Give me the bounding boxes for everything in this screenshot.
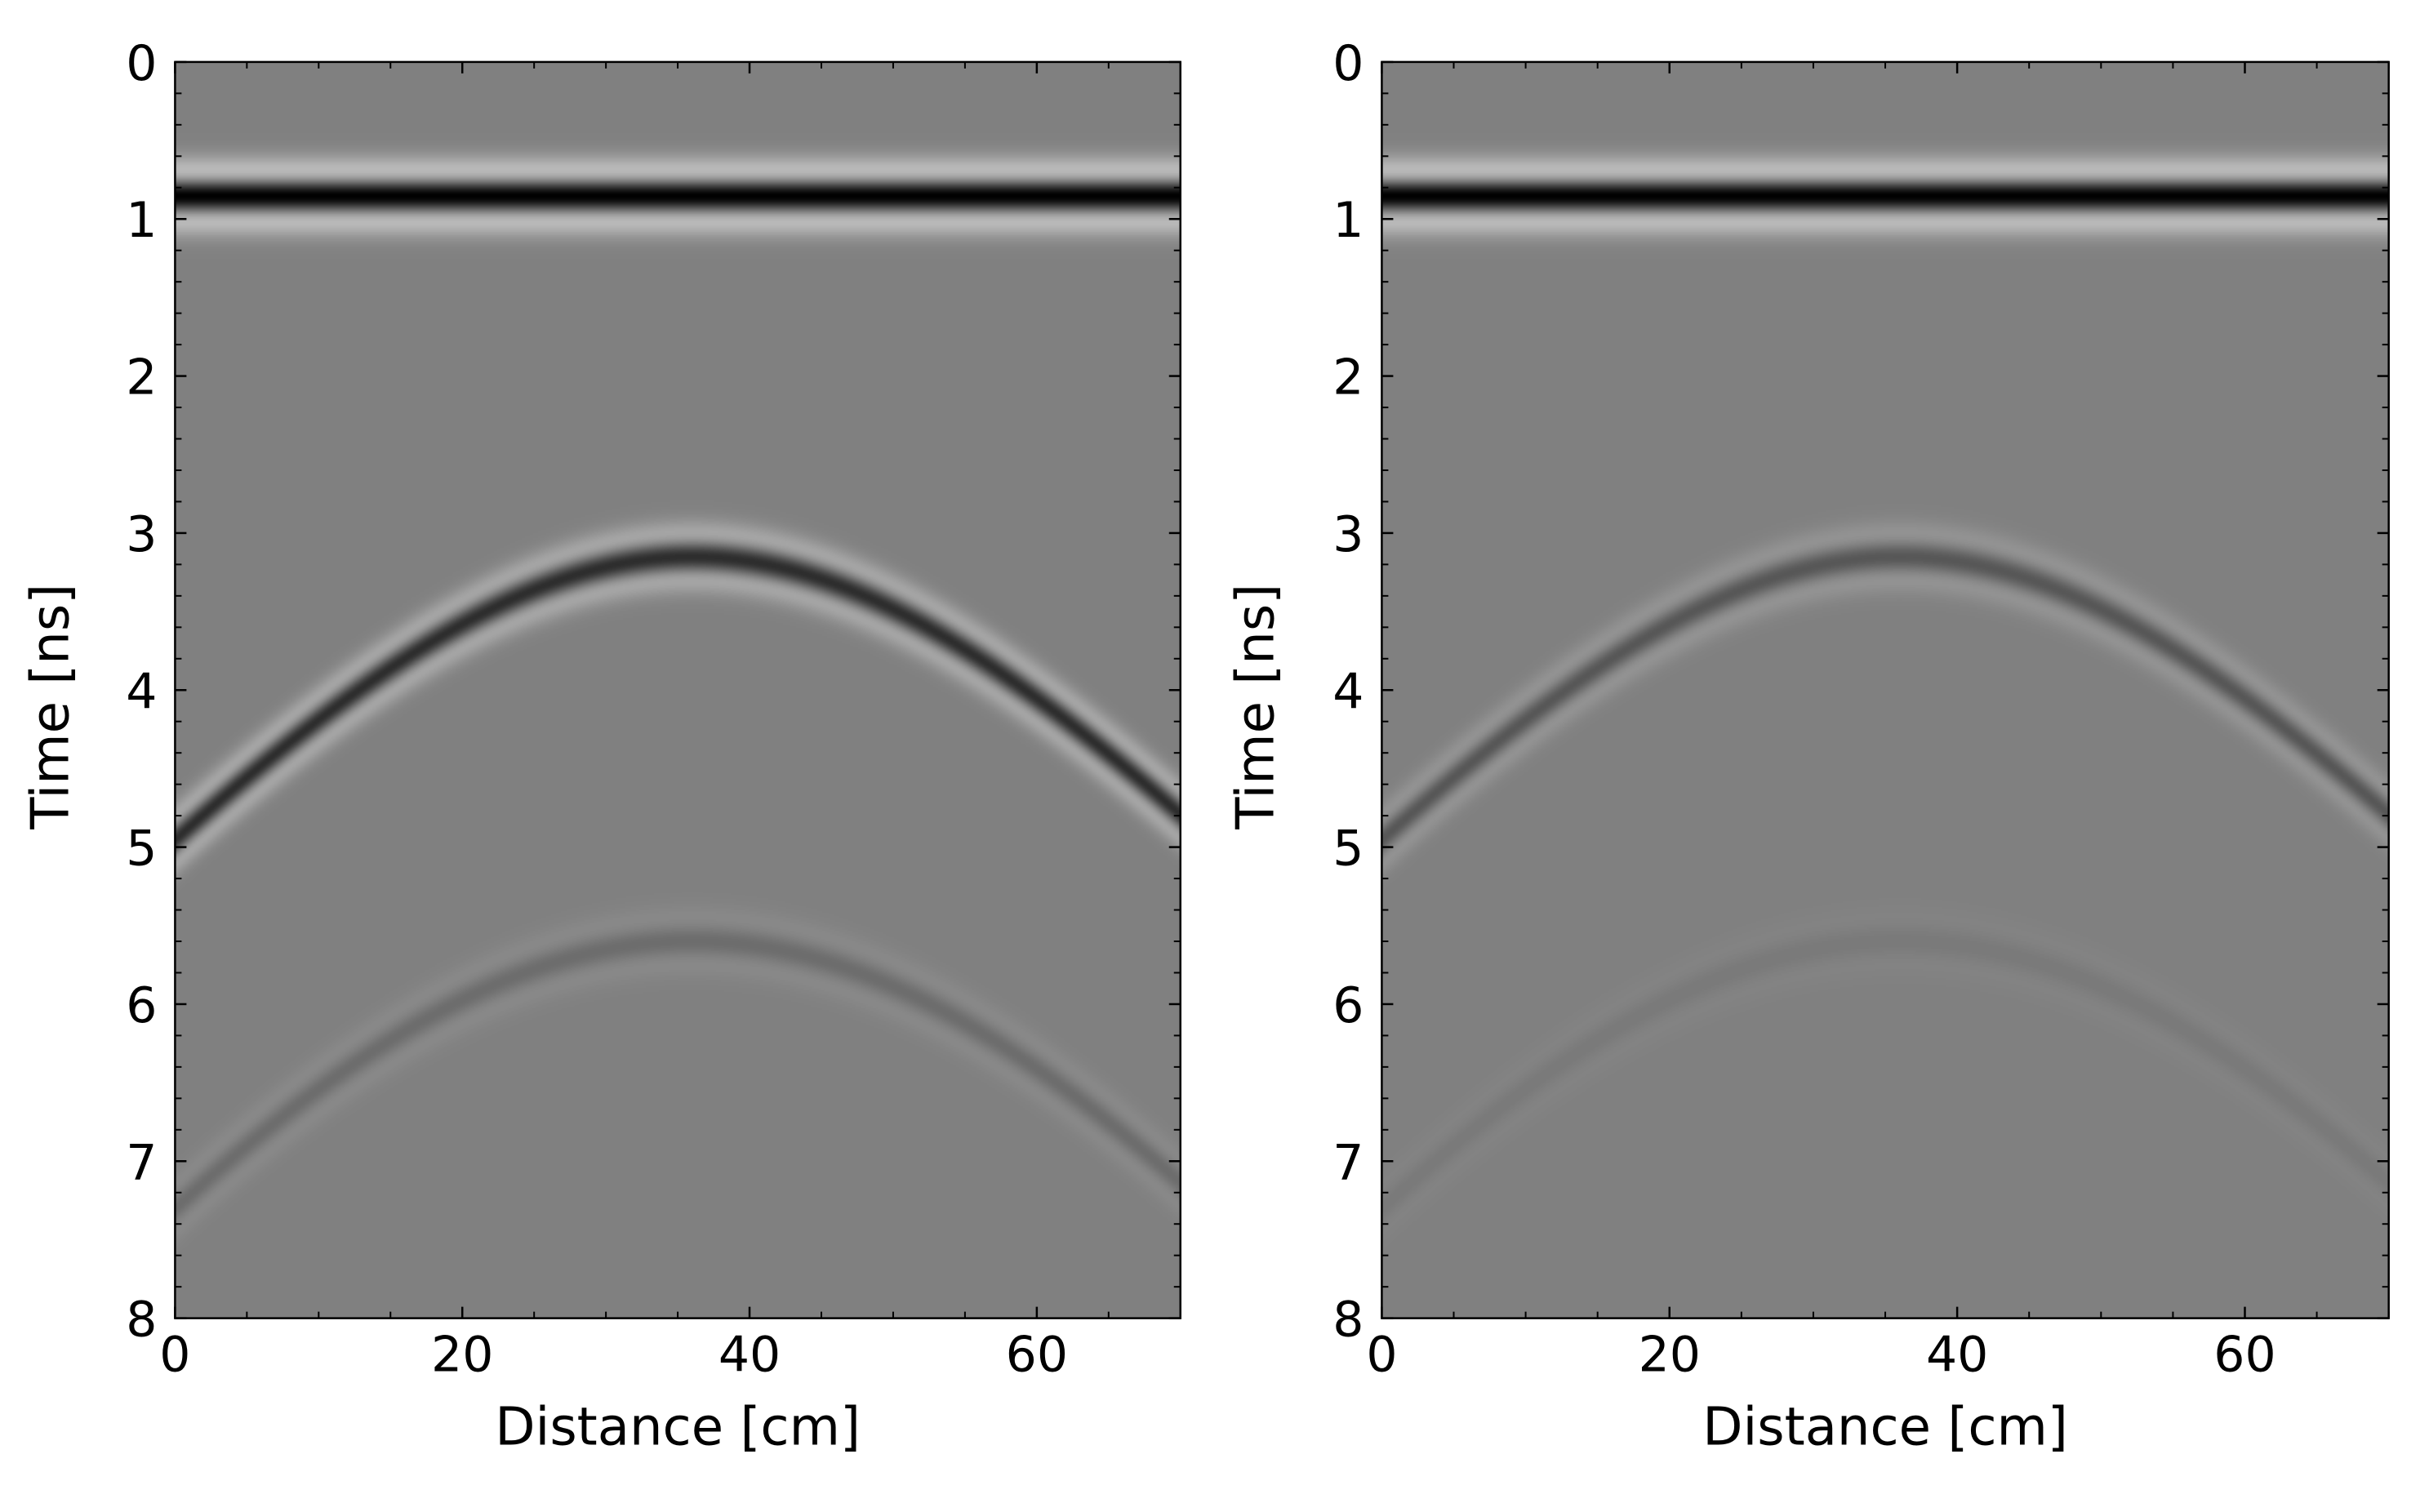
y-tick-label: 2: [1332, 349, 1364, 407]
panel-right: 0 20 40 60 0 1 2 3 4 5 6 7 8 Distance [cm] Time [ns]: [1226, 35, 2390, 1458]
panel-left: 0 20 40 60 0 1 2 3 4 5 6 7 8 Distance [cm] Time [ns]: [20, 35, 1182, 1458]
y-tick-label: 8: [126, 1292, 157, 1349]
y-tick-label: 5: [1332, 820, 1364, 878]
y-axis-label: Time [ns]: [20, 584, 81, 830]
y-axis-label: Time [ns]: [1226, 584, 1287, 830]
y-tick-label: 3: [126, 506, 157, 563]
y-tick-label: 5: [126, 820, 157, 878]
x-axis-label: Distance [cm]: [1702, 1398, 2068, 1458]
y-tick-label: 7: [126, 1134, 157, 1191]
x-tick-label: 20: [1639, 1327, 1701, 1384]
x-tick-label: 40: [718, 1327, 781, 1384]
y-tick-label: 7: [1332, 1134, 1364, 1191]
x-tick-label: 0: [1366, 1327, 1397, 1384]
x-tick-label: 60: [1006, 1327, 1068, 1384]
x-axis-label: Distance [cm]: [495, 1398, 861, 1458]
y-tick-label: 4: [1332, 663, 1364, 720]
y-tick-label: 2: [126, 349, 157, 407]
x-tick-label: 60: [2213, 1327, 2276, 1384]
x-tick-label: 0: [159, 1327, 190, 1384]
y-tick-label: 8: [1332, 1292, 1364, 1349]
y-tick-label: 6: [126, 977, 157, 1034]
y-tick-label: 3: [1332, 506, 1364, 563]
y-tick-label: 6: [1332, 977, 1364, 1034]
y-tick-label: 1: [126, 192, 157, 249]
heatmap-image-left: [175, 61, 1181, 1319]
y-tick-label: 4: [126, 663, 157, 720]
y-tick-label: 1: [1332, 192, 1364, 249]
y-tick-label: 0: [126, 35, 157, 92]
x-tick-label: 40: [1926, 1327, 1988, 1384]
y-tick-label: 0: [1332, 35, 1364, 92]
heatmap-image-right: [1381, 61, 2389, 1319]
x-tick-label: 20: [431, 1327, 493, 1384]
